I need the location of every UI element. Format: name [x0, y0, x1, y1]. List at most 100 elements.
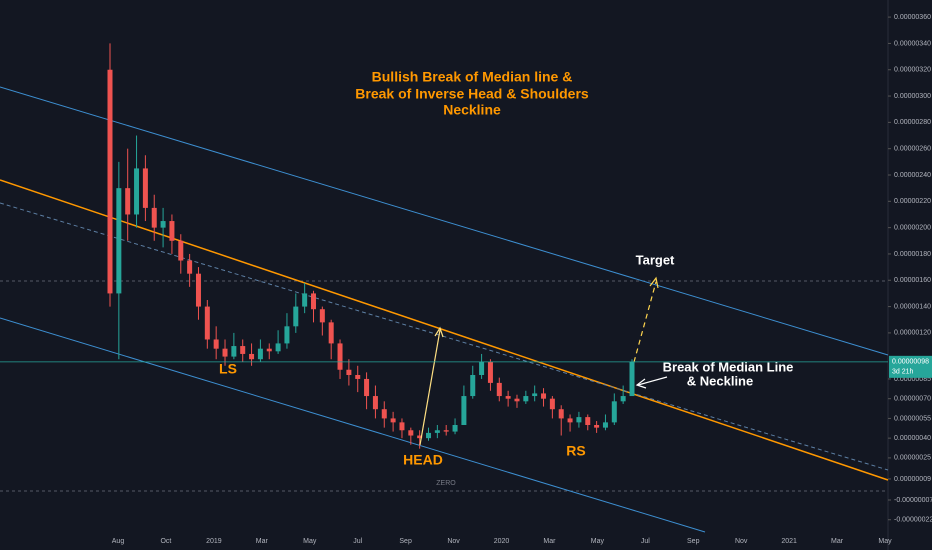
title-line: Bullish Break of Median line & — [372, 69, 573, 85]
candle-body — [514, 398, 520, 402]
y-tick-label: 0.00000260 — [894, 146, 931, 153]
x-tick-label: Nov — [735, 538, 748, 545]
x-tick-label: Jul — [641, 538, 650, 545]
candle-body — [558, 409, 564, 419]
x-tick-label: Mar — [543, 538, 556, 545]
candle-body — [134, 168, 140, 215]
y-tick-label: 0.00000200 — [894, 224, 931, 231]
candle-body — [390, 418, 396, 423]
x-tick-label: Sep — [399, 538, 412, 545]
break-label: & Neckline — [687, 373, 753, 388]
candle-body — [213, 339, 219, 349]
target-label: Target — [636, 252, 675, 267]
candle-body — [364, 378, 370, 397]
candle-body — [240, 346, 246, 354]
y-tick-label: 0.00000320 — [894, 67, 931, 74]
x-tick-label: 2021 — [781, 538, 797, 545]
break-label: Break of Median Line — [663, 359, 794, 374]
median-line — [0, 202, 889, 471]
y-tick-label: -0.00000022 — [894, 517, 932, 524]
countdown: 3d 21h — [892, 369, 914, 376]
y-tick-label: -0.00000007 — [894, 497, 932, 504]
y-tick-label: 0.00000040 — [894, 435, 931, 442]
x-tick-label: Mar — [831, 538, 844, 545]
x-tick-label: May — [591, 538, 605, 545]
candle-body — [381, 409, 387, 419]
ls-label: LS — [219, 361, 237, 377]
y-tick-label: 0.00000340 — [894, 40, 931, 47]
x-tick-label: Jul — [353, 538, 362, 545]
neckline — [0, 179, 889, 481]
y-tick-label: 0.00000140 — [894, 303, 931, 310]
candle-body — [346, 369, 352, 375]
x-tick-label: 2020 — [494, 538, 510, 545]
candle-body — [195, 273, 201, 307]
candle-body — [417, 435, 423, 439]
candle-body — [302, 293, 308, 307]
title-line: Break of Inverse Head & Shoulders — [355, 86, 589, 102]
candle-body — [266, 348, 272, 352]
lower-channel — [0, 317, 706, 533]
x-tick-label: Sep — [687, 538, 700, 545]
candle-body — [249, 353, 255, 360]
candle-body — [125, 188, 131, 215]
candle-body — [187, 260, 193, 274]
candle-body — [204, 306, 210, 340]
candle-body — [479, 361, 485, 375]
candle-body — [178, 240, 184, 261]
break-arrow — [637, 376, 668, 386]
x-tick-label: May — [878, 538, 892, 545]
candle-body — [310, 293, 316, 310]
head-arrow — [419, 329, 441, 446]
y-tick-label: 0.00000180 — [894, 251, 931, 258]
candle-body — [408, 430, 414, 436]
candle-body — [337, 343, 343, 370]
x-tick-label: Mar — [256, 538, 269, 545]
title-line: Neckline — [443, 102, 501, 118]
x-tick-label: Nov — [447, 538, 460, 545]
candle-body — [452, 425, 458, 432]
target-arrow — [633, 281, 657, 363]
last-price-tag — [889, 355, 932, 378]
y-tick-label: 0.00000220 — [894, 198, 931, 205]
candles — [107, 43, 635, 449]
y-tick-label: 0.00000025 — [894, 455, 931, 462]
y-tick-label: 0.00000120 — [894, 330, 931, 337]
candle-body — [496, 382, 502, 397]
head-arrow-head — [434, 326, 444, 338]
y-tick-label: 0.00000300 — [894, 93, 931, 100]
candle-body — [372, 396, 378, 410]
candle-body — [585, 417, 591, 425]
candle-body — [107, 69, 113, 294]
candle-body — [523, 396, 529, 402]
candle-body — [611, 401, 617, 423]
candle-body — [487, 361, 493, 383]
candle-body — [470, 375, 476, 397]
candle-body — [461, 396, 467, 425]
candle-body — [567, 418, 573, 423]
candle-body — [576, 417, 582, 423]
x-tick-label: May — [303, 538, 317, 545]
y-tick-label: 0.00000070 — [894, 396, 931, 403]
candle-body — [293, 306, 299, 327]
candle-body — [434, 430, 440, 433]
candle-body — [151, 207, 157, 228]
y-tick-label: 0.00000085 — [894, 376, 931, 383]
candle-body — [116, 188, 122, 294]
candle-body — [532, 393, 538, 397]
last-price-label: 0.00000098 — [892, 359, 929, 366]
candle-body — [169, 221, 175, 241]
candle-body — [594, 425, 600, 428]
head-label: HEAD — [403, 452, 443, 468]
y-tick-label: 0.00000160 — [894, 277, 931, 284]
candle-body — [426, 432, 432, 439]
x-tick-label: 2019 — [206, 538, 222, 545]
candle-body — [399, 422, 405, 431]
candle-body — [222, 348, 228, 357]
candle-body — [257, 348, 263, 360]
candle-body — [275, 343, 281, 352]
candle-body — [284, 326, 290, 344]
y-tick-label: 0.00000280 — [894, 119, 931, 126]
